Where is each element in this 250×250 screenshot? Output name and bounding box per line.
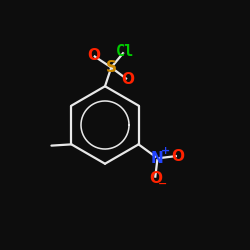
Text: O: O — [121, 72, 134, 87]
Text: O: O — [149, 171, 162, 186]
Text: O: O — [87, 48, 100, 63]
Text: N: N — [151, 150, 164, 166]
Text: S: S — [106, 60, 117, 75]
Text: +: + — [161, 146, 170, 156]
Text: −: − — [158, 179, 168, 189]
Text: O: O — [171, 148, 184, 164]
Text: Cl: Cl — [116, 44, 134, 59]
